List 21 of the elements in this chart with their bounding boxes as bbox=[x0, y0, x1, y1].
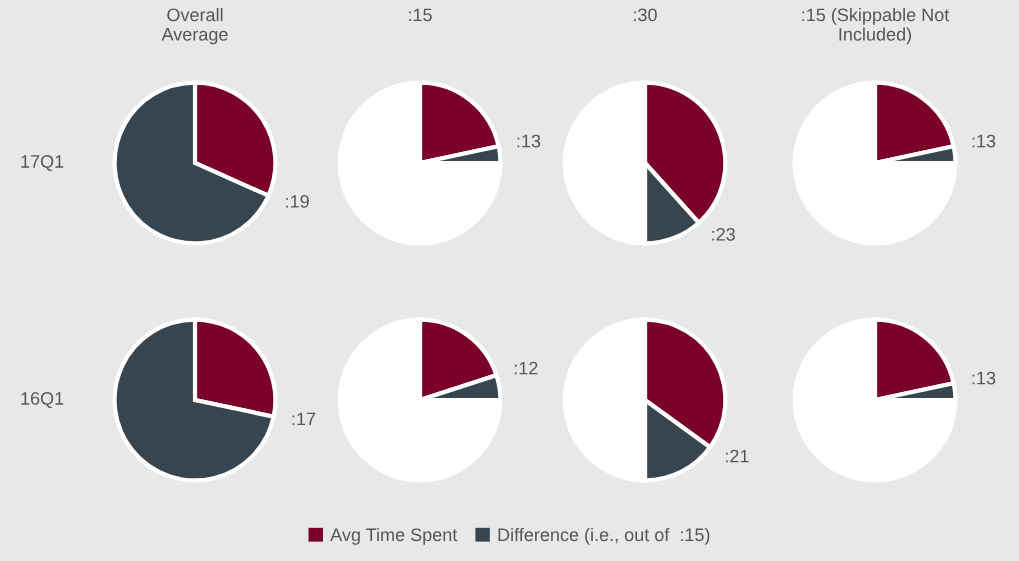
text: 16Q1 bbox=[21, 392, 64, 409]
data-label: :21 bbox=[725, 449, 749, 463]
legend-label: Avg Time Spent bbox=[330, 527, 458, 545]
data-label: :23 bbox=[712, 227, 735, 241]
chart-title: :15 bbox=[409, 8, 432, 22]
data-label: :12 bbox=[514, 361, 538, 375]
data-label: :17 bbox=[292, 412, 316, 426]
pie-slice bbox=[792, 80, 958, 246]
data-label: :13 bbox=[517, 134, 541, 148]
pie-slice bbox=[792, 317, 958, 483]
data-label: :19 bbox=[286, 194, 309, 208]
data-label: :13 bbox=[972, 371, 996, 385]
pie-slice bbox=[337, 80, 503, 246]
chart-title: :30 bbox=[634, 8, 657, 22]
chart-title: :15 (Skippable Not Included) bbox=[802, 8, 950, 45]
legend-label: Difference (i.e., out of :15) bbox=[498, 527, 710, 545]
pie-slice bbox=[337, 317, 503, 483]
text: 17Q1 bbox=[21, 155, 64, 172]
pie-slice bbox=[112, 317, 276, 483]
chart-title: Overall Average bbox=[161, 8, 228, 45]
data-label: :13 bbox=[972, 134, 996, 148]
